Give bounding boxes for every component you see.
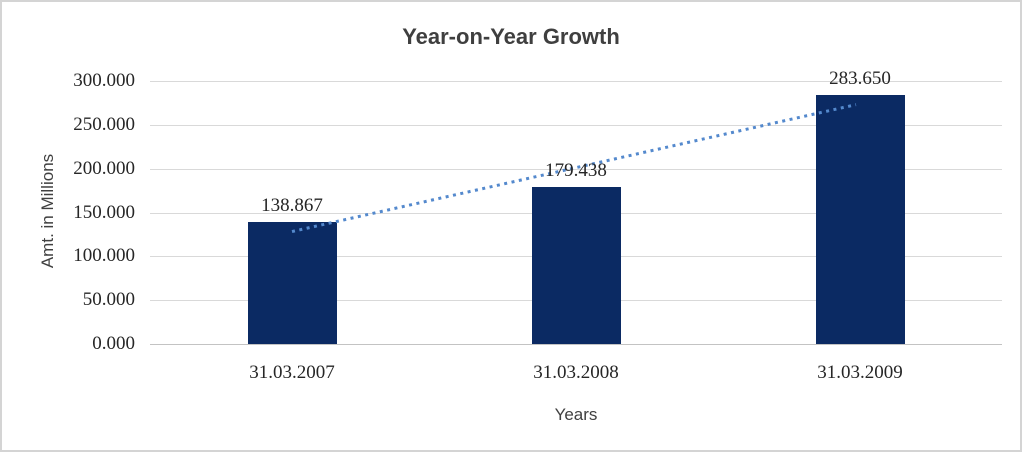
bar-31.03.2008: [531, 186, 621, 344]
x-axis-line: [150, 344, 1002, 345]
bar-31.03.2007: [247, 222, 337, 344]
x-category-label: 31.03.2007: [249, 362, 335, 383]
x-axis-title: Years: [554, 405, 598, 424]
bar-value-label: 179.438: [545, 159, 607, 181]
x-category-label: 31.03.2008: [533, 362, 619, 383]
bar-31.03.2009: [815, 95, 905, 344]
bar-value-label: 283.650: [829, 68, 891, 90]
chart-title: Year-on-Year Growth: [402, 24, 620, 49]
bar-value-label: 138.867: [261, 195, 323, 217]
y-tick-label: 150.000: [73, 201, 135, 223]
y-tick-label: 250.000: [73, 113, 135, 135]
x-category-label: 31.03.2009: [817, 362, 903, 383]
y-tick-label: 0.000: [92, 333, 135, 354]
y-tick-label: 100.000: [73, 245, 135, 267]
gridline: [150, 81, 1002, 82]
y-tick-label: 200.000: [73, 157, 135, 179]
y-tick-label: 50.000: [82, 289, 135, 311]
y-tick-label: 300.000: [73, 70, 135, 91]
